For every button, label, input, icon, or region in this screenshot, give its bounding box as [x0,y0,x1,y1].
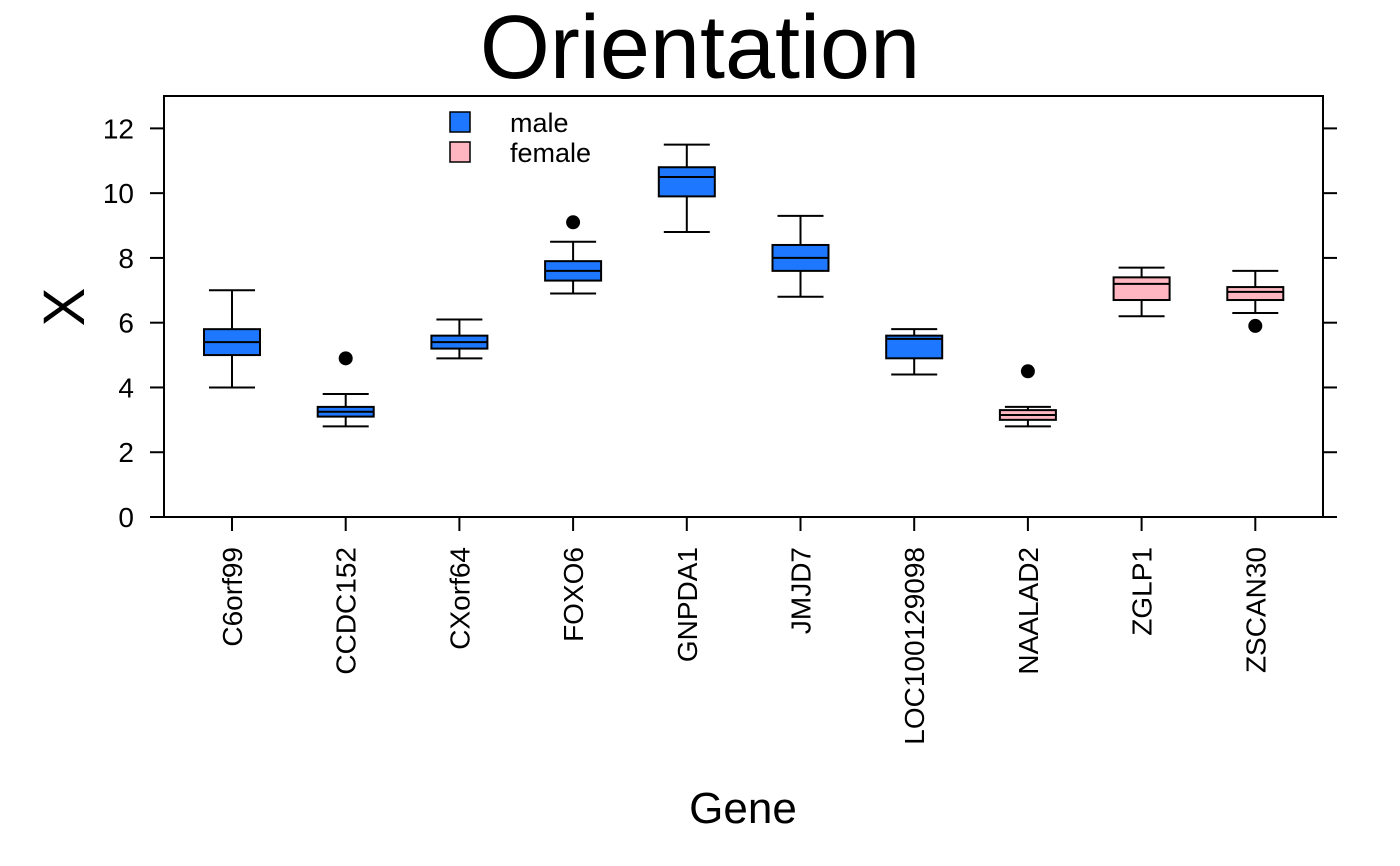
iqr-box [657,166,716,198]
x-tick-label: ZSCAN30 [1240,547,1271,673]
y-tick-label: 8 [118,243,134,274]
chart-title: Orientation [480,0,920,98]
box-JMJD7 [771,214,830,298]
iqr-box [1226,286,1285,302]
outlier-point [566,215,581,230]
y-tick-label: 0 [118,502,134,533]
x-tick-label: JMJD7 [786,547,817,634]
x-tick-label: GNPDA1 [672,547,703,662]
box-FOXO6 [544,215,603,295]
box-GNPDA1 [657,143,716,234]
x-tick-label: C6orf99 [217,547,248,647]
iqr-box [1112,276,1171,302]
box-C6orf99 [203,289,261,389]
box-LOC100129098 [885,328,944,376]
x-tick-label: CCDC152 [331,547,362,675]
iqr-box [885,334,944,360]
legend-label-male: male [510,108,569,138]
y-tick-label: 12 [103,113,134,144]
y-tick-label: 10 [103,178,134,209]
y-tick-label: 6 [118,308,134,339]
x-tick-label: LOC100129098 [899,547,930,745]
box-NAALAD2 [998,364,1057,428]
y-tick-label: 4 [118,372,134,403]
plot-area: 0 2 4 6 8 10 12 C6orf99 CCDC152 CXorf64 FOXO6 GNPDA… [103,95,1337,745]
box-ZGLP1 [1112,266,1171,318]
legend-swatch-female [449,141,471,163]
legend-swatch-male [449,111,471,133]
box-ZSCAN30 [1226,269,1285,333]
y-tick-label: 2 [118,437,134,468]
y-axis-label: X [32,288,97,327]
plot-frame [163,95,1324,518]
box-CCDC152 [316,351,375,428]
outlier-point [338,351,353,366]
legend-label-female: female [510,138,591,168]
x-tick-label: ZGLP1 [1127,547,1158,636]
outlier-point [1020,364,1035,379]
x-tick-label: NAALAD2 [1013,547,1044,675]
box-CXorf64 [430,318,489,360]
x-tick-label: FOXO6 [558,547,589,642]
x-axis-label: Gene [689,784,797,833]
outlier-point [1248,318,1263,333]
x-tick-label: CXorf64 [444,547,475,650]
